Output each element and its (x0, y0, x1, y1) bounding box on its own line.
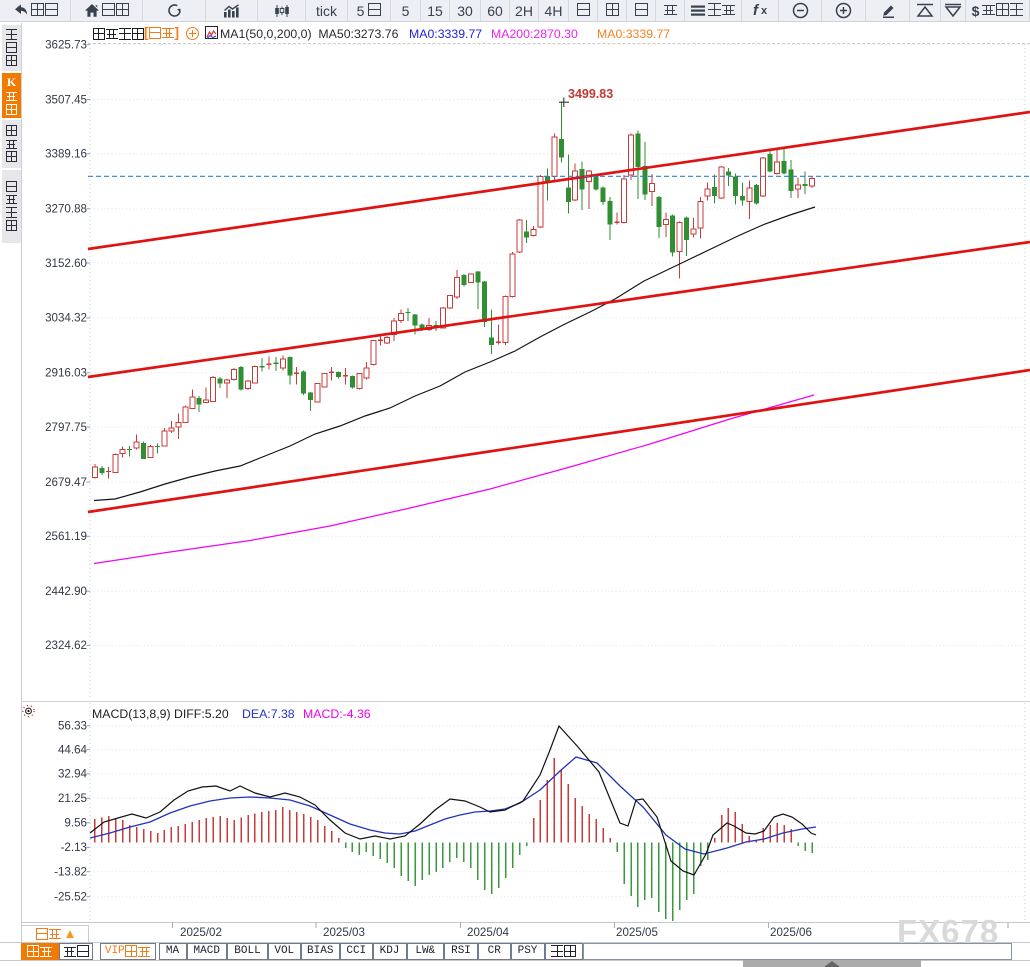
svg-text:DEA:7.38: DEA:7.38 (242, 707, 295, 721)
svg-text:3034.32: 3034.32 (45, 312, 87, 325)
svg-text:3152.60: 3152.60 (45, 257, 87, 270)
svg-text:-2.13: -2.13 (61, 841, 87, 854)
svg-text:2025/04: 2025/04 (467, 926, 509, 939)
svg-text:2324.62: 2324.62 (45, 639, 87, 652)
svg-text:3625.73: 3625.73 (45, 38, 87, 51)
svg-text:2797.75: 2797.75 (45, 421, 87, 434)
svg-text:2025/03: 2025/03 (323, 926, 365, 939)
svg-text:3270.88: 3270.88 (45, 203, 87, 216)
svg-text:9.56: 9.56 (64, 817, 87, 830)
svg-text:3499.83: 3499.83 (568, 87, 613, 101)
svg-text:3507.45: 3507.45 (45, 93, 87, 106)
svg-text:3389.16: 3389.16 (45, 148, 87, 161)
svg-text:-13.82: -13.82 (54, 866, 87, 879)
svg-text:32.94: 32.94 (58, 768, 88, 781)
svg-text:2679.47: 2679.47 (45, 476, 87, 489)
svg-text:2916.03: 2916.03 (45, 367, 87, 380)
svg-text:2025/05: 2025/05 (616, 926, 658, 939)
svg-text:2442.90: 2442.90 (45, 585, 87, 598)
svg-text:-25.52: -25.52 (54, 891, 87, 904)
svg-text:2025/06: 2025/06 (770, 926, 812, 939)
svg-text:21.25: 21.25 (58, 792, 87, 805)
svg-text:2025/02: 2025/02 (180, 926, 222, 939)
svg-text:MACD(13,8,9) DIFF:5.20: MACD(13,8,9) DIFF:5.20 (92, 707, 229, 721)
svg-text:44.64: 44.64 (58, 743, 88, 756)
svg-text:56.33: 56.33 (58, 720, 87, 733)
svg-text:MACD:-4.36: MACD:-4.36 (303, 707, 371, 721)
svg-text:2561.19: 2561.19 (45, 530, 87, 543)
